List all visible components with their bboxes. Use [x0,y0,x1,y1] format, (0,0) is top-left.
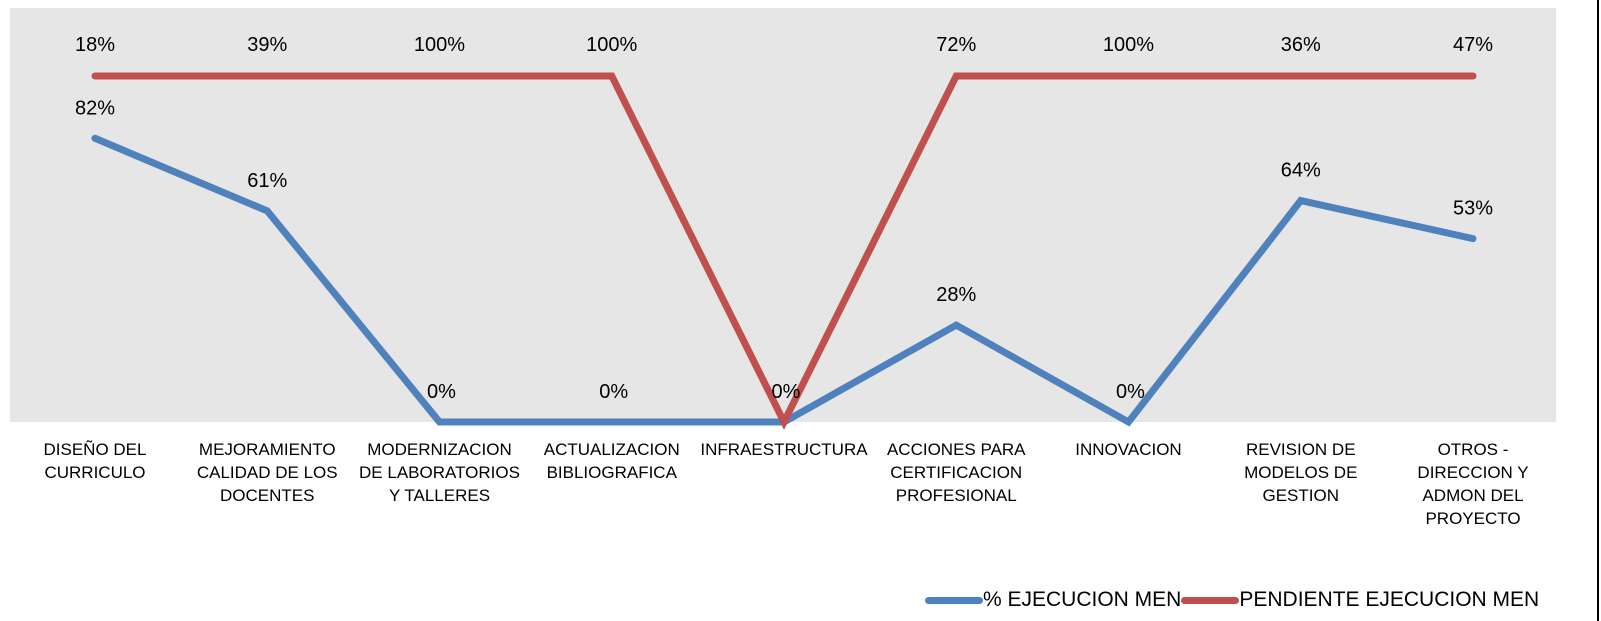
x-tick-label: INFRAESTRUCTURA [699,438,869,461]
legend: % EJECUCION MEN PENDIENTE EJECUCION MEN [925,585,1539,615]
x-tick-label: OTROS - DIRECCION Y ADMON DEL PROYECTO [1388,438,1558,530]
data-label-ejecucion: 53% [1453,198,1493,220]
data-label-pendiente: 47% [1453,34,1493,56]
x-tick-label: MEJORAMIENTO CALIDAD DE LOS DOCENTES [182,438,352,507]
x-tick-label-line: CERTIFICACION [890,463,1023,482]
x-tick-label-line: OTROS - [1437,440,1509,459]
x-tick-label-line: GESTION [1262,486,1339,505]
data-label-pendiente: 100% [1103,34,1154,56]
data-label-ejecucion: 0% [1116,381,1145,403]
data-label-ejecucion: 64% [1281,160,1321,182]
x-tick-label: ACTUALIZACION BIBLIOGRAFICA [527,438,697,484]
legend-swatch-pendiente [1181,596,1240,604]
data-label-pendiente: 18% [75,34,115,56]
x-tick-label: INNOVACION [1044,438,1214,461]
frame-edge [1597,0,1599,621]
x-tick-label-line: MODERNIZACION [367,440,512,459]
data-label-ejecucion: 0% [599,381,628,403]
x-tick-label-line: CURRICULO [44,463,146,482]
x-tick-label-line: PROYECTO [1425,509,1521,528]
data-label-ejecucion: 82% [75,97,115,119]
data-label-pendiente: 36% [1281,34,1321,56]
x-tick-label-line: MODELOS DE [1244,463,1358,482]
x-tick-label-line: INNOVACION [1075,440,1182,459]
data-labels: 82% 61% 0% 0% 0% 28% 0% 64% 53% 18% 39% 100% 100% 72%… [75,34,1493,403]
data-label-ejecucion: 61% [247,170,287,192]
x-tick-label-line: ADMON DEL [1422,486,1524,505]
x-tick-label-line: BIBLIOGRAFICA [546,463,677,482]
x-tick-label-line: DIRECCION Y [1417,463,1529,482]
data-label-ejecucion: 0% [772,381,801,403]
x-tick-label: MODERNIZACION DE LABORATORIOS Y TALLERES [355,438,525,507]
data-label-pendiente: 100% [586,34,637,56]
legend-swatch-ejecucion [925,596,983,604]
legend-label-ejecucion: % EJECUCION MEN [983,588,1182,611]
data-label-pendiente: 39% [247,34,287,56]
data-label-pendiente: 72% [936,34,976,56]
data-label-ejecucion: 28% [936,284,976,306]
legend-label-pendiente: PENDIENTE EJECUCION MEN [1239,588,1540,611]
data-label-ejecucion: 0% [427,381,456,403]
x-tick-label-line: ACCIONES PARA [886,440,1026,459]
legend-item-pendiente: PENDIENTE EJECUCION MEN [1181,588,1539,612]
x-tick-label-line: DE LABORATORIOS [359,463,520,482]
x-tick-label-line: PROFESIONAL [895,486,1017,505]
x-tick-label-line: REVISION DE [1245,440,1356,459]
data-label-pendiente: 100% [414,34,465,56]
x-tick-label-line: DOCENTES [220,486,315,505]
x-tick-label-line: INFRAESTRUCTURA [700,440,868,459]
x-tick-label-line: CALIDAD DE LOS [196,463,338,482]
x-tick-label: DISEÑO DEL CURRICULO [10,438,180,484]
x-tick-label-line: Y TALLERES [388,486,491,505]
legend-item-ejecucion: % EJECUCION MEN [925,588,1181,612]
x-tick-label: ACCIONES PARA CERTIFICACION PROFESIONAL [871,438,1041,507]
x-tick-label-line: DISEÑO DEL [43,440,147,459]
x-tick-label: REVISION DE MODELOS DE GESTION [1216,438,1386,507]
plot-area [10,8,1556,422]
x-tick-label-line: MEJORAMIENTO [198,440,336,459]
series-layer [91,72,1477,430]
x-tick-label-line: ACTUALIZACION [543,440,680,459]
